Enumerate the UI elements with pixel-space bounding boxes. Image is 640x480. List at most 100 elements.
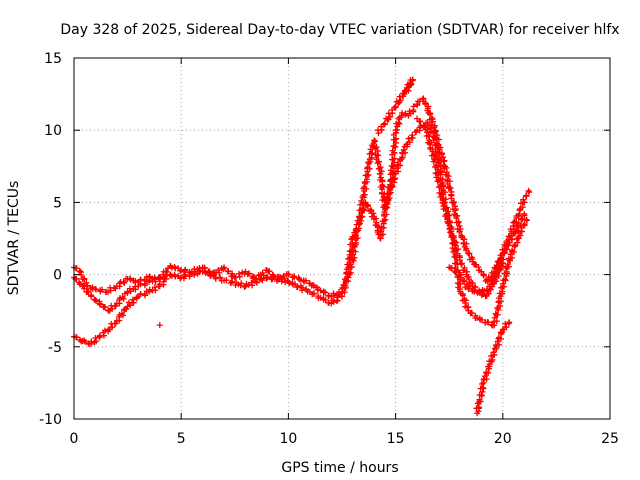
data-point	[375, 130, 382, 137]
data-marker	[489, 356, 496, 363]
data-marker	[374, 160, 381, 167]
data-marker	[457, 274, 464, 281]
data-marker	[448, 234, 455, 241]
data-marker	[496, 266, 503, 273]
y-tick-label: 0	[53, 268, 62, 284]
data-marker	[253, 279, 260, 286]
data-marker	[393, 135, 400, 142]
data-marker	[395, 100, 402, 107]
y-tick-label: 5	[53, 195, 62, 211]
data-marker	[402, 110, 409, 117]
data-marker	[344, 274, 351, 281]
data-marker	[498, 254, 505, 261]
data-marker	[119, 294, 126, 301]
data-marker	[223, 277, 230, 284]
x-tick-label: 10	[279, 431, 297, 447]
data-series	[71, 76, 533, 417]
data-marker	[462, 300, 469, 307]
data-marker	[386, 187, 393, 194]
data-marker	[444, 218, 451, 225]
data-marker	[389, 147, 396, 154]
data-marker	[505, 242, 512, 249]
data-marker	[237, 282, 244, 289]
data-marker	[101, 327, 108, 334]
data-marker	[511, 242, 518, 249]
data-point	[317, 287, 324, 294]
data-marker	[434, 178, 441, 185]
data-marker	[395, 161, 402, 168]
data-marker	[434, 166, 441, 173]
data-marker	[378, 224, 385, 231]
data-marker	[440, 154, 447, 161]
data-marker	[478, 316, 485, 323]
data-marker	[289, 280, 296, 287]
data-point	[525, 187, 532, 194]
data-marker	[132, 277, 139, 284]
data-point	[435, 158, 442, 165]
data-marker	[72, 276, 79, 283]
data-marker	[509, 247, 516, 254]
data-marker	[450, 249, 457, 256]
data-marker	[479, 384, 486, 391]
data-marker	[126, 275, 133, 282]
data-marker	[245, 270, 252, 277]
data-marker	[444, 180, 451, 187]
plot-frame	[73, 57, 611, 420]
data-marker	[364, 164, 371, 171]
data-marker	[483, 376, 490, 383]
y-tick-label: -5	[48, 340, 62, 356]
data-marker	[458, 234, 465, 241]
data-marker	[120, 278, 127, 285]
data-marker	[361, 184, 368, 191]
data-point	[399, 109, 406, 116]
data-marker	[435, 136, 442, 143]
data-marker	[520, 222, 527, 229]
data-marker	[405, 83, 412, 90]
data-marker	[130, 299, 137, 306]
data-marker	[129, 296, 136, 303]
data-marker	[521, 199, 528, 206]
data-marker	[480, 272, 487, 279]
data-marker	[447, 229, 454, 236]
data-marker	[468, 309, 475, 316]
data-marker	[239, 269, 246, 276]
data-marker	[434, 132, 441, 139]
data-marker	[370, 140, 377, 147]
data-marker	[334, 294, 341, 301]
x-tick-label: 15	[387, 431, 405, 447]
data-marker	[445, 173, 452, 180]
data-marker	[348, 247, 355, 254]
data-marker	[478, 391, 485, 398]
data-marker	[81, 276, 88, 283]
data-marker	[182, 271, 189, 278]
data-marker	[422, 100, 429, 107]
data-marker	[472, 261, 479, 268]
data-marker	[494, 271, 501, 278]
data-marker	[429, 148, 436, 155]
data-marker	[459, 292, 466, 299]
data-marker	[127, 276, 134, 283]
data-marker	[519, 204, 526, 211]
data-marker	[427, 111, 434, 118]
data-marker	[455, 219, 462, 226]
data-marker	[409, 132, 416, 139]
series-track-e	[473, 319, 513, 417]
data-marker	[391, 136, 398, 143]
data-marker	[511, 218, 518, 225]
data-marker	[390, 143, 397, 150]
data-marker	[280, 272, 287, 279]
data-marker	[385, 110, 392, 117]
data-marker	[520, 196, 527, 203]
data-marker	[491, 314, 498, 321]
data-marker	[375, 223, 382, 230]
data-marker	[109, 324, 116, 331]
data-marker	[429, 118, 436, 125]
data-marker	[465, 285, 472, 292]
data-marker	[470, 287, 477, 294]
data-marker	[191, 271, 198, 278]
data-marker	[160, 278, 167, 285]
data-marker	[475, 404, 482, 411]
data-marker	[340, 281, 347, 288]
data-marker	[361, 191, 368, 198]
data-marker	[92, 334, 99, 341]
